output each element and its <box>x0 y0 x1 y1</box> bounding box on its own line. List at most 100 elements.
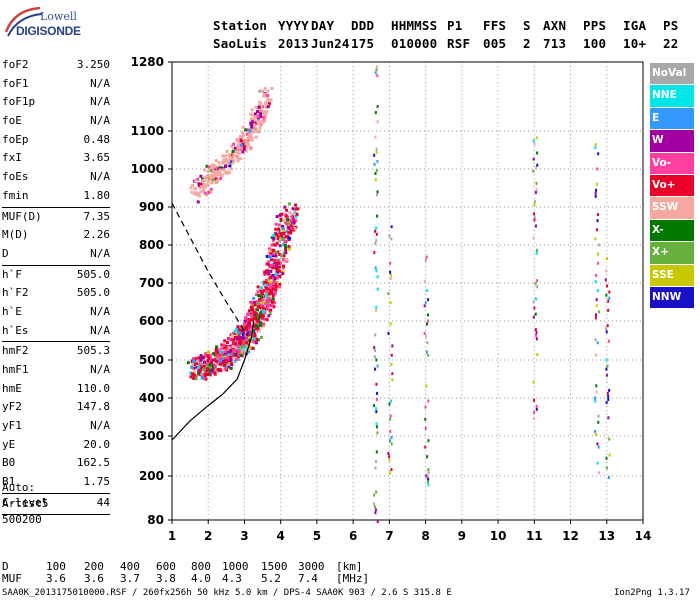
x-tick-label: 7 <box>385 529 393 543</box>
o-trace-point <box>272 243 276 247</box>
interference-point <box>597 414 600 418</box>
second-hop-point <box>210 181 214 185</box>
o-trace-point <box>282 229 286 233</box>
o-trace-point <box>250 336 254 340</box>
second-hop-point <box>253 124 257 128</box>
second-hop-point <box>219 177 223 181</box>
legend-item: Vo- <box>650 152 694 175</box>
interference-point <box>375 398 378 401</box>
second-hop-point <box>241 131 245 135</box>
muf-distance-unit: [km] <box>336 560 363 573</box>
param-value: 3.65 <box>83 151 111 165</box>
o-trace-point <box>205 362 209 366</box>
o-trace-point <box>274 283 278 287</box>
o-trace-point <box>268 283 272 287</box>
o-trace-point <box>241 333 245 337</box>
legend-item: NNE <box>650 85 694 108</box>
interference-point <box>535 181 538 185</box>
interference-point <box>374 511 377 515</box>
second-hop-point <box>193 179 197 183</box>
interference-point <box>374 229 377 233</box>
o-trace-point <box>256 327 260 331</box>
second-hop-point <box>261 110 265 114</box>
o-trace-point <box>222 354 226 358</box>
o-trace-point <box>215 350 219 354</box>
o-trace-point <box>272 238 276 242</box>
interference-point <box>389 414 392 418</box>
interference-point <box>423 304 426 308</box>
o-trace-point <box>271 254 275 258</box>
o-trace-point <box>287 231 291 235</box>
interference-point <box>597 471 600 475</box>
o-trace-point <box>245 329 249 333</box>
param-label: hmF2 <box>2 344 29 358</box>
o-trace-point <box>247 333 251 337</box>
interference-point <box>374 241 377 245</box>
o-trace-point <box>203 352 207 356</box>
interference-point <box>390 468 393 471</box>
o-trace-point <box>271 273 275 277</box>
param-label: M(D) <box>2 228 29 242</box>
interference-point <box>376 391 379 395</box>
param-value: N/A <box>90 170 110 184</box>
o-trace-point <box>268 297 272 301</box>
o-trace-point <box>268 249 272 253</box>
second-hop-point <box>191 183 195 187</box>
interference-point <box>607 339 610 343</box>
second-hop-point <box>216 173 220 177</box>
y-tick-label: 500 <box>139 353 164 367</box>
o-trace-point <box>242 329 246 333</box>
interference-point <box>533 215 536 219</box>
second-hop-point <box>250 113 254 117</box>
interference-point <box>605 367 608 371</box>
interference-point <box>533 306 536 310</box>
o-trace-point <box>267 293 271 297</box>
interference-point <box>607 299 610 303</box>
interference-point <box>390 399 393 403</box>
o-trace-point <box>190 363 194 367</box>
second-hop-point <box>209 176 213 180</box>
o-trace-point <box>237 335 241 339</box>
interference-point <box>376 169 379 172</box>
o-trace-point <box>270 275 274 279</box>
param-label: foEp <box>2 132 29 146</box>
interference-point <box>597 445 600 449</box>
o-trace-point <box>224 353 228 357</box>
interference-point <box>376 431 379 435</box>
interference-point <box>606 391 609 395</box>
o-trace-point <box>194 377 198 381</box>
param-separator <box>2 206 110 208</box>
second-hop-point <box>251 130 255 134</box>
param-row: yF2 147.8 <box>2 398 110 417</box>
o-trace-point <box>272 281 276 285</box>
o-trace-point <box>271 234 275 238</box>
param-separator <box>2 513 110 515</box>
plot-frame <box>171 61 644 521</box>
o-trace-point <box>278 274 282 278</box>
param-label: h`Es <box>2 323 29 337</box>
o-trace-point <box>214 354 218 358</box>
interference-point <box>536 352 539 356</box>
second-hop-point <box>255 115 259 119</box>
interference-point <box>390 273 393 277</box>
second-hop-point <box>197 182 201 186</box>
o-trace-point <box>266 302 270 306</box>
o-trace-point <box>245 345 249 349</box>
second-hop-point <box>213 167 217 171</box>
o-trace-point <box>208 363 212 367</box>
o-trace-point <box>281 272 285 276</box>
o-trace-point <box>287 226 291 230</box>
second-hop-point <box>257 129 261 133</box>
o-trace-point <box>208 368 212 372</box>
o-trace-point <box>223 363 227 367</box>
second-hop-point <box>235 137 239 141</box>
interference-point <box>536 151 539 155</box>
o-trace-point <box>273 243 277 247</box>
second-hop-point <box>229 167 233 171</box>
header-value-6: 005 <box>483 36 507 51</box>
o-trace-point <box>257 329 261 333</box>
o-trace-point <box>278 213 282 217</box>
second-hop-point <box>257 122 261 126</box>
logo-line1: Lowell <box>40 10 77 23</box>
o-trace-point <box>259 321 263 325</box>
